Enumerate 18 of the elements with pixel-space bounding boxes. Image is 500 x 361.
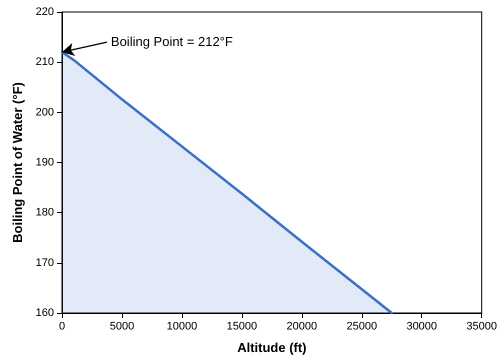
y-tick-label: 190 <box>36 156 54 168</box>
x-tick-label: 20000 <box>286 320 318 332</box>
x-tick-label: 0 <box>58 320 66 332</box>
y-tick-label: 210 <box>36 56 54 68</box>
y-tick-label: 170 <box>36 256 54 269</box>
y-axis-title: Boiling Point of Water (°F) <box>10 82 25 243</box>
x-tick-label: 30000 <box>406 320 438 332</box>
x-tick-label: 5000 <box>110 320 134 332</box>
x-tick-label: 35000 <box>466 320 498 332</box>
annotation: Boiling Point = 212°F <box>110 34 233 49</box>
x-tick-label: 10000 <box>166 320 198 332</box>
y-tick-label: 220 <box>36 6 54 18</box>
x-axis-title: Altitude (ft) <box>237 340 307 355</box>
y-tick-label: 160 <box>36 307 54 319</box>
y-tick-label: 180 <box>36 206 54 219</box>
x-tick-label: 25000 <box>346 320 378 332</box>
x-tick-label: 15000 <box>226 320 258 332</box>
y-tick-label: 200 <box>36 106 54 118</box>
